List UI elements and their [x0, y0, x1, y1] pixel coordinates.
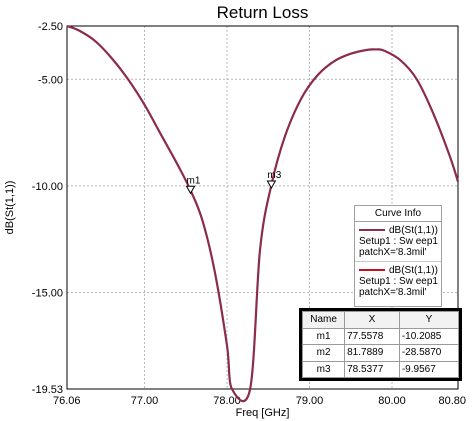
- x-tick-label: 77.00: [131, 395, 159, 407]
- y-tick-label: -5.00: [38, 74, 63, 86]
- table-row: m2 81.7889 -28.5870: [301, 344, 460, 362]
- y-tick-label: -10.00: [32, 181, 63, 193]
- marker-layer: m1 m3: [185, 170, 282, 195]
- marker-name-cell: m2: [301, 344, 346, 362]
- legend-param-text: patchX='8.3mil': [359, 287, 427, 298]
- marker-name-cell: m3: [301, 360, 346, 378]
- y-tick-label: -2.50: [38, 21, 63, 33]
- marker-table: Name X Y m1 77.5578 -10.2085 m2 81.7889 …: [299, 308, 462, 381]
- legend-entry: dB(St(1,1)) Setup1 : Sw eep1 patchX='8.3…: [355, 262, 441, 301]
- legend-setup-text: Setup1 : Sw eep1: [359, 276, 438, 287]
- marker-x-cell: 77.5578: [344, 327, 400, 345]
- legend-title: Curve Info: [355, 206, 441, 222]
- y-axis-label: dB(St(1,1)): [4, 181, 16, 235]
- series-line: [66, 24, 460, 403]
- marker-label: m3: [267, 170, 281, 181]
- legend-swatch: [359, 269, 385, 271]
- marker-table-header: Name: [301, 311, 346, 329]
- marker-label: m1: [187, 175, 201, 186]
- y-tick-label: -19.53: [32, 384, 63, 396]
- legend-setup-text: Setup1 : Sw eep1: [359, 236, 438, 247]
- marker-table-header: X: [344, 311, 400, 329]
- x-tick-label: 80.80: [438, 395, 466, 407]
- marker-x-cell: 78.5377: [344, 360, 400, 378]
- legend-series-name: dB(St(1,1)): [389, 224, 438, 236]
- marker-table-header-row: Name X Y: [301, 311, 460, 329]
- marker-y-cell: -9.9567: [398, 360, 460, 378]
- x-tick-label: 76.06: [53, 395, 81, 407]
- marker-x-cell: 81.7889: [344, 344, 400, 362]
- plot-frame: [66, 25, 459, 390]
- y-tick-label: -15.00: [32, 287, 63, 299]
- marker-triangle: [185, 185, 196, 195]
- marker-table-header: Y: [398, 311, 460, 329]
- marker-y-cell: -28.5870: [398, 344, 460, 362]
- x-tick-label: 78.00: [213, 395, 241, 407]
- marker-triangle: [266, 180, 277, 189]
- legend-param-text: patchX='8.3mil': [359, 247, 427, 258]
- table-row: m3 78.5377 -9.9567: [301, 360, 460, 378]
- x-axis-label: Freq [GHz]: [236, 407, 290, 419]
- table-row: m1 77.5578 -10.2085: [301, 327, 460, 345]
- legend-series-name: dB(St(1,1)): [389, 264, 438, 276]
- legend-swatch: [359, 229, 385, 231]
- x-tick-label: 79.00: [296, 395, 324, 407]
- marker-y-cell: -10.2085: [398, 327, 460, 345]
- series-layer: [66, 24, 460, 403]
- curve-info-legend: Curve Info dB(St(1,1)) Setup1 : Sw eep1 …: [354, 205, 442, 307]
- legend-entry: dB(St(1,1)) Setup1 : Sw eep1 patchX='8.3…: [355, 222, 441, 262]
- marker-name-cell: m1: [301, 327, 346, 345]
- chart-title: Return Loss: [217, 3, 309, 22]
- x-tick-label: 80.00: [378, 395, 406, 407]
- ticks-layer: 76.06 77.00 78.00 79.00 80.00 80.80 -2.50 -5.00…: [32, 21, 466, 407]
